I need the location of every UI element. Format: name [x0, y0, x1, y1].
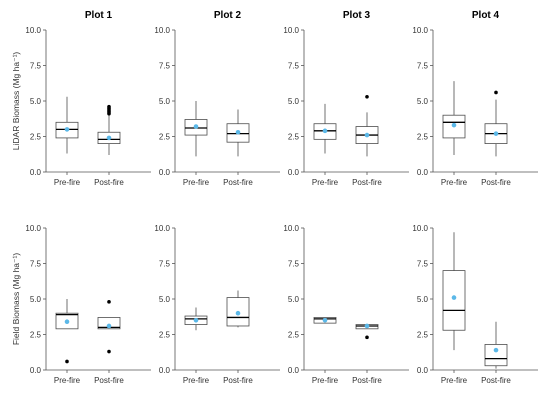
panel-6: 0.0 2.5 5.0 7.5 10.0 Pre-fire Post-fire	[154, 224, 280, 385]
y-tick-label: 2.5	[159, 133, 171, 142]
mean-point	[235, 129, 241, 135]
panel-title: Plot 1	[85, 10, 113, 21]
y-tick-label: 7.5	[417, 260, 429, 269]
y-tick-label: 7.5	[288, 62, 300, 71]
x-tick-label: Pre-fire	[312, 178, 339, 187]
x-tick-label: Pre-fire	[441, 178, 468, 187]
y-tick-label: 10.0	[154, 26, 170, 35]
x-tick-label: Post-fire	[481, 376, 511, 385]
y-tick-label: 10.0	[25, 224, 41, 233]
iqr-box	[484, 344, 508, 367]
x-tick-label: Pre-fire	[54, 376, 81, 385]
y-axis-label: LiDAR Biomass (Mg ha⁻¹)	[11, 52, 21, 151]
x-tick-label: Pre-fire	[54, 178, 81, 187]
y-tick-label: 2.5	[30, 133, 42, 142]
x-tick-label: Post-fire	[352, 376, 382, 385]
y-tick-label: 0.0	[417, 168, 429, 177]
x-tick-label: Post-fire	[223, 178, 253, 187]
mean-point	[235, 310, 241, 316]
y-tick-label: 5.0	[417, 97, 429, 106]
panel-2: Plot 2 0.0 2.5 5.0 7.5 10.0 Pre-fire Post-fire	[154, 10, 280, 187]
x-tick-label: Post-fire	[223, 376, 253, 385]
x-tick-label: Pre-fire	[312, 376, 339, 385]
x-tick-label: Pre-fire	[183, 178, 210, 187]
y-tick-label: 7.5	[30, 62, 42, 71]
panel-4: Plot 4 0.0 2.5 5.0 7.5 10.0 Pre-fire Post-fire	[412, 10, 538, 187]
mean-point	[493, 131, 499, 136]
y-tick-label: 5.0	[417, 295, 429, 304]
panel-title: Plot 4	[472, 10, 500, 21]
mean-point	[64, 127, 70, 132]
y-tick-label: 10.0	[154, 224, 170, 233]
x-tick-label: Post-fire	[94, 178, 124, 187]
y-tick-label: 5.0	[288, 295, 300, 304]
y-tick-label: 10.0	[283, 26, 299, 35]
mean-point	[364, 132, 370, 138]
panel-5: 0.0 2.5 5.0 7.5 10.0 Pre-fire Post-fire Field B…	[11, 224, 151, 385]
panel-8: 0.0 2.5 5.0 7.5 10.0 Pre-fire Post-fire	[412, 224, 538, 385]
y-tick-label: 2.5	[417, 331, 429, 340]
y-tick-label: 2.5	[159, 331, 171, 340]
y-tick-label: 7.5	[159, 62, 171, 71]
outlier-point	[65, 359, 69, 364]
panel-3: Plot 3 0.0 2.5 5.0 7.5 10.0 Pre-fire Post-fire	[283, 10, 409, 187]
y-tick-label: 10.0	[25, 26, 41, 35]
y-tick-label: 0.0	[417, 366, 429, 375]
iqr-box	[97, 317, 121, 330]
y-tick-label: 7.5	[30, 260, 42, 269]
mean-point	[106, 323, 112, 329]
y-tick-label: 10.0	[283, 224, 299, 233]
y-tick-label: 5.0	[30, 295, 42, 304]
y-tick-label: 7.5	[288, 260, 300, 269]
mean-point	[493, 347, 499, 353]
mean-point	[322, 128, 328, 134]
panel-title: Plot 2	[214, 10, 242, 21]
y-tick-label: 10.0	[412, 26, 428, 35]
y-tick-label: 0.0	[288, 366, 300, 375]
mean-point	[106, 135, 112, 141]
y-tick-label: 7.5	[159, 260, 171, 269]
x-tick-label: Post-fire	[94, 376, 124, 385]
panel-7: 0.0 2.5 5.0 7.5 10.0 Pre-fire Post-fire	[283, 224, 409, 385]
y-axis-label: Field Biomass (Mg ha⁻¹)	[11, 253, 21, 346]
mean-point	[322, 318, 328, 323]
x-tick-label: Post-fire	[481, 178, 511, 187]
panel-1: Plot 1 0.0 2.5 5.0 7.5 10.0 Pre-fire Post-fire L…	[11, 10, 151, 187]
y-tick-label: 10.0	[412, 224, 428, 233]
y-tick-label: 2.5	[288, 133, 300, 142]
outlier-point	[107, 104, 111, 109]
x-tick-label: Pre-fire	[183, 376, 210, 385]
iqr-box	[442, 270, 466, 331]
outlier-point	[365, 335, 369, 340]
y-tick-label: 0.0	[30, 366, 42, 375]
outlier-point	[107, 300, 111, 304]
mean-point	[193, 124, 199, 129]
y-tick-label: 7.5	[417, 62, 429, 71]
outlier-point	[107, 349, 111, 354]
y-tick-label: 0.0	[288, 168, 300, 177]
mean-point	[193, 318, 199, 323]
y-tick-label: 0.0	[159, 168, 171, 177]
x-tick-label: Pre-fire	[441, 376, 468, 385]
y-tick-label: 2.5	[288, 331, 300, 340]
y-tick-label: 2.5	[417, 133, 429, 142]
x-tick-label: Post-fire	[352, 178, 382, 187]
y-tick-label: 2.5	[30, 331, 42, 340]
mean-point	[451, 295, 457, 300]
mean-point	[64, 319, 70, 325]
outlier-point	[494, 90, 498, 95]
outlier-point	[365, 94, 369, 99]
panel-title: Plot 3	[343, 10, 371, 21]
y-tick-label: 5.0	[288, 97, 300, 106]
y-tick-label: 0.0	[159, 366, 171, 375]
y-tick-label: 5.0	[159, 295, 171, 304]
y-tick-label: 0.0	[30, 168, 42, 177]
y-tick-label: 5.0	[30, 97, 42, 106]
mean-point	[364, 323, 370, 329]
y-tick-label: 5.0	[159, 97, 171, 106]
mean-point	[451, 122, 457, 128]
